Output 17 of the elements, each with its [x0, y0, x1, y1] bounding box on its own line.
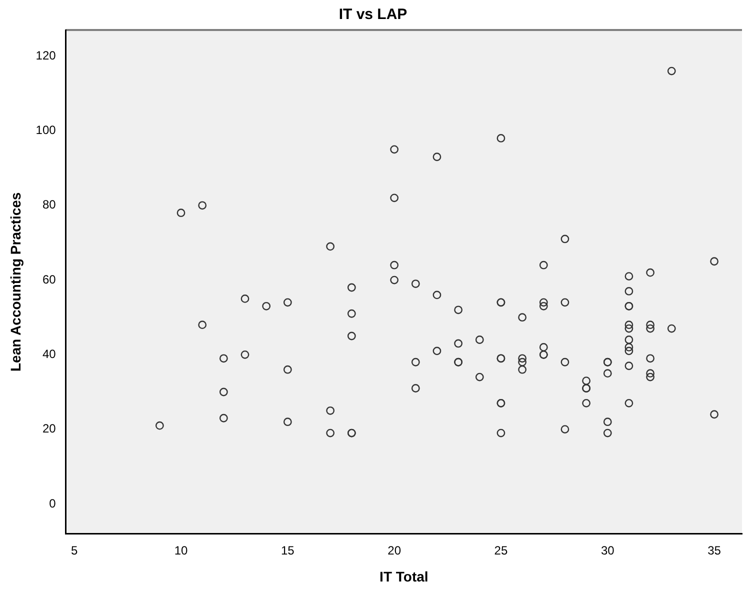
x-tick-label: 5: [71, 543, 78, 558]
x-tick-label: 35: [708, 543, 722, 558]
x-tick-label: 15: [280, 543, 295, 558]
x-tick-label: 10: [174, 543, 188, 558]
y-tick-label: 80: [42, 198, 56, 212]
y-tick-label: 100: [36, 123, 56, 138]
y-tick-label: 20: [42, 422, 56, 436]
y-axis-title: Lean Accounting Practices: [7, 192, 24, 372]
x-tick-label: 20: [388, 543, 402, 558]
y-tick-label: 60: [42, 272, 56, 286]
chart-title: IT vs LAP: [338, 6, 408, 24]
y-tick-label: 40: [42, 346, 56, 361]
x-axis-title: IT Total: [380, 568, 428, 584]
y-tick-label: 120: [36, 48, 56, 62]
y-tick-label: 0: [49, 496, 56, 510]
x-tick-label: 25: [494, 543, 508, 558]
x-tick-label: 30: [600, 543, 615, 558]
